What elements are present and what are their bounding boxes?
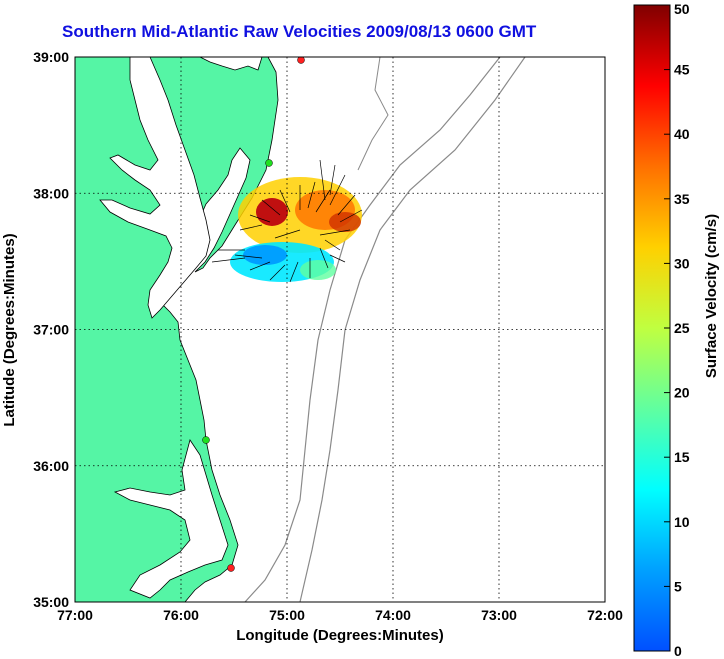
y-tick-labels: 39:00 38:00 37:00 36:00 35:00 [33, 49, 69, 610]
pamlico-sound [113, 439, 229, 599]
site-marker [202, 436, 210, 444]
colorbar-tick-label: 10 [674, 514, 690, 530]
y-axis-label: Latitude (Degrees:Minutes) [1, 233, 18, 426]
velocity-field [211, 159, 363, 283]
colorbar-tick-label: 20 [674, 385, 690, 401]
colorbar-tick-label: 45 [674, 62, 690, 78]
map-title: Southern Mid-Atlantic Raw Velocities 200… [62, 22, 537, 41]
bathymetry-contour [299, 57, 526, 602]
bathymetry-contour [357, 57, 389, 171]
colorbar-tick-label: 15 [674, 449, 690, 465]
x-tick-label: 74:00 [375, 607, 411, 623]
y-tick-label: 39:00 [33, 49, 69, 65]
x-tick-label: 75:00 [269, 607, 305, 623]
y-tick-label: 35:00 [33, 594, 69, 610]
x-tick-label: 77:00 [57, 607, 93, 623]
colorbar-tick-label: 35 [674, 191, 690, 207]
colorbar-tick-label: 0 [674, 643, 682, 659]
bathymetry-contour [244, 57, 501, 602]
site-marker [265, 159, 273, 167]
y-tick-label: 38:00 [33, 185, 69, 201]
delaware-bay [199, 57, 263, 71]
colorbar-tick-label: 50 [674, 1, 690, 17]
site-marker [227, 564, 235, 572]
plot-frame [74, 56, 606, 603]
site-marker [297, 57, 305, 64]
x-tick-label: 76:00 [163, 607, 199, 623]
colorbar-tick-label: 5 [674, 578, 682, 594]
colorbar-tick-label: 40 [674, 126, 690, 142]
colorbar-tick-label: 30 [674, 255, 690, 271]
y-tick-label: 37:00 [33, 322, 69, 338]
colorbar-label: Surface Velocity (cm/s) [703, 214, 720, 378]
x-tick-label: 73:00 [481, 607, 517, 623]
x-axis-label: Longitude (Degrees:Minutes) [236, 627, 444, 644]
chesapeake-bay [99, 57, 211, 319]
x-tick-label: 72:00 [587, 607, 623, 623]
colorbar-tick-label: 25 [674, 320, 690, 336]
y-tick-label: 36:00 [33, 458, 69, 474]
grid-lines [75, 57, 605, 602]
x-tick-labels: 77:00 76:00 75:00 74:00 73:00 72:00 [57, 607, 623, 623]
